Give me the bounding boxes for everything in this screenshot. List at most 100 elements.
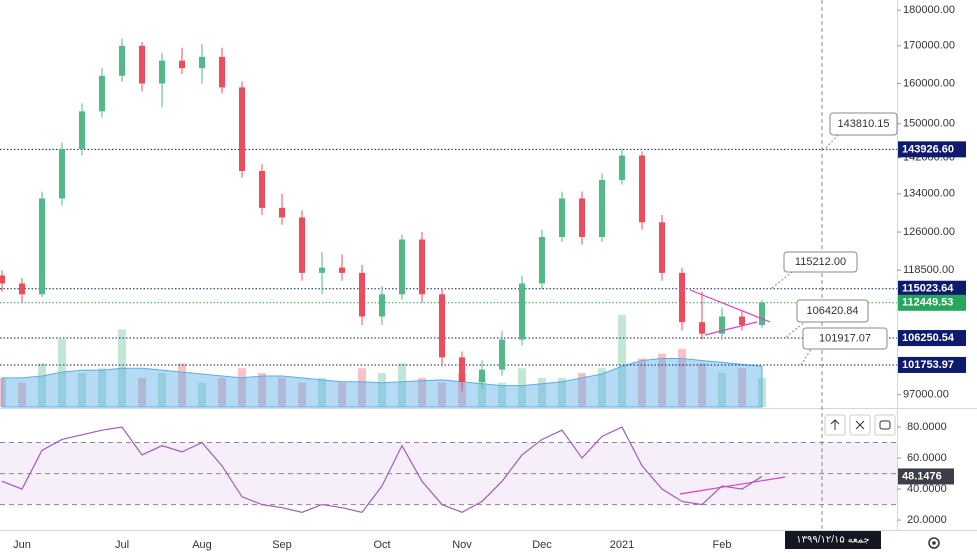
volume-bar xyxy=(358,368,366,407)
x-tick-label: Dec xyxy=(532,539,552,551)
rsi-value-tag xyxy=(898,468,954,485)
gear-center xyxy=(932,541,936,545)
volume-bar xyxy=(0,377,6,407)
candle-body xyxy=(539,237,545,284)
rsi-value-label: 48.1476 xyxy=(902,470,942,482)
callout-label: 143810.15 xyxy=(838,118,890,130)
icon-maximize xyxy=(879,420,891,430)
x-tick-label: Oct xyxy=(373,539,390,551)
volume-bar xyxy=(498,382,506,407)
rsi-trendline xyxy=(679,476,786,495)
candle-body xyxy=(159,60,165,84)
level-tag xyxy=(898,330,966,347)
x-tick-label: 2021 xyxy=(610,539,634,551)
y-tick-label: 150000.00 xyxy=(903,118,955,130)
candle-body xyxy=(579,198,585,238)
y-tick-label: 118500.00 xyxy=(903,264,954,276)
candle-body xyxy=(99,75,105,112)
volume-bar xyxy=(238,368,246,407)
volume-bar xyxy=(558,377,566,407)
settings-gear[interactable] xyxy=(928,537,940,549)
candle-body xyxy=(19,283,25,295)
callout-leader xyxy=(825,134,839,149)
level-label: 101753.97 xyxy=(902,359,954,371)
callout-leader xyxy=(771,271,793,289)
volume-bar xyxy=(278,377,286,407)
volume-bar xyxy=(518,368,526,407)
candle-body xyxy=(399,239,405,295)
volume-bar xyxy=(578,373,586,407)
volume-bar xyxy=(398,363,406,407)
rsi-line xyxy=(1,426,763,513)
y-tick-label: 180000.00 xyxy=(903,4,955,16)
callout-leader xyxy=(785,321,806,338)
candle-body xyxy=(179,60,185,69)
volume-bar xyxy=(658,353,666,407)
icon-close xyxy=(855,420,865,430)
candle-body xyxy=(479,369,485,383)
volume-bar xyxy=(18,382,26,407)
candle-body xyxy=(299,217,305,273)
candle-body xyxy=(519,283,525,340)
volume-bar xyxy=(138,377,146,407)
volume-bar xyxy=(718,373,726,407)
x-tick-label: Jun xyxy=(13,539,31,551)
volume-bar xyxy=(538,377,546,407)
y-tick-label: 126000.00 xyxy=(903,226,955,238)
x-tick-label: Jul xyxy=(115,539,129,551)
callout-label: 101917.07 xyxy=(819,332,871,344)
volume-bar xyxy=(698,363,706,407)
x-tick-label: Nov xyxy=(452,539,472,551)
volume-bar xyxy=(78,373,86,407)
x-tick-label: Sep xyxy=(272,539,292,551)
last-price-tag xyxy=(898,294,966,311)
volume-bar xyxy=(58,339,66,407)
volume-ma-area xyxy=(1,358,763,408)
candle-body xyxy=(499,339,505,370)
callout-box xyxy=(796,299,869,323)
callout-box xyxy=(829,112,898,136)
x-tick-label: Feb xyxy=(713,539,732,551)
volume-bar xyxy=(678,348,686,407)
candle-body xyxy=(39,198,45,295)
candle-body xyxy=(239,87,245,172)
y-tick-label: 134000.00 xyxy=(903,188,955,200)
candle-body xyxy=(339,267,345,273)
candle-body xyxy=(699,322,705,334)
candle-body xyxy=(359,272,365,317)
volume-bar xyxy=(318,377,326,407)
rsi-tick-label: 40.0000 xyxy=(907,483,947,495)
level-label: 143926.60 xyxy=(902,143,954,155)
icon-up xyxy=(830,419,840,430)
callout-leader xyxy=(800,348,812,366)
candle-body xyxy=(679,272,685,323)
candle-body xyxy=(139,45,145,84)
candle-body xyxy=(439,294,445,358)
candle-body xyxy=(319,267,325,273)
button-maximize[interactable] xyxy=(874,414,896,436)
volume-bar xyxy=(478,377,486,407)
callout-label: 115212.00 xyxy=(795,256,846,268)
y-tick-label: 97000.00 xyxy=(903,389,949,401)
level-tag xyxy=(898,141,966,158)
volume-bar xyxy=(618,314,626,407)
candle-body xyxy=(379,294,385,317)
volume-bar xyxy=(638,358,646,407)
candle-body xyxy=(119,45,125,76)
candle-body xyxy=(199,56,205,69)
volume-bar xyxy=(298,382,306,407)
candle-body xyxy=(259,171,265,208)
callout-box xyxy=(783,251,858,273)
y-tick-label: 160000.00 xyxy=(903,77,955,89)
candle-body xyxy=(599,180,605,238)
rsi-tick-label: 20.0000 xyxy=(907,514,947,526)
date-label-box xyxy=(785,531,881,549)
level-label: 106250.54 xyxy=(902,332,955,344)
volume-bar xyxy=(158,373,166,407)
rsi-band xyxy=(0,442,897,505)
y-tick-label: 170000.00 xyxy=(903,40,955,52)
volume-bar xyxy=(438,382,446,407)
volume-bar xyxy=(258,373,266,407)
